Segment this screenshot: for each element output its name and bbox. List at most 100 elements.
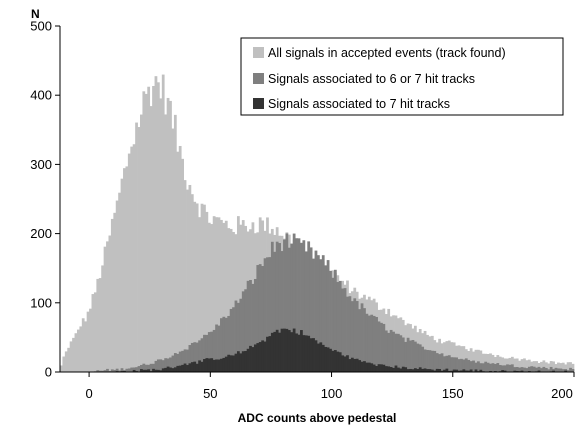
histogram-bar-series-1 (312, 258, 315, 372)
histogram-bar-series-2 (222, 357, 226, 372)
histogram-bar-series-0 (67, 347, 71, 372)
histogram-bar-series-1 (241, 291, 245, 372)
histogram-bar-series-2 (268, 336, 272, 372)
histogram-bar-series-1 (569, 367, 572, 372)
histogram-bar-series-1 (278, 243, 281, 372)
histogram-bar-series-2 (392, 367, 395, 372)
histogram-bar-series-0 (171, 128, 175, 372)
histogram-bar-series-0 (217, 217, 221, 372)
histogram-bar-series-1 (171, 355, 175, 372)
histogram-bar-series-1 (142, 363, 146, 372)
y-tick-label: 500 (30, 19, 52, 34)
histogram-bar-series-2 (426, 369, 429, 372)
histogram-bar-series-2 (220, 358, 223, 372)
histogram-bar-series-0 (176, 151, 180, 372)
histogram-bar-series-1 (164, 358, 168, 372)
histogram-bar-series-1 (103, 370, 107, 372)
histogram-bars (60, 74, 575, 373)
histogram-bar-series-0 (527, 359, 531, 372)
histogram-bar-series-0 (569, 362, 572, 372)
histogram-bar-series-1 (363, 308, 366, 372)
histogram-bar-series-1 (285, 233, 289, 372)
x-tick-label: 150 (442, 386, 464, 401)
histogram-bar-series-2 (210, 358, 214, 372)
histogram-bar-series-1 (472, 360, 475, 372)
histogram-bar-series-2 (176, 365, 180, 372)
histogram-bar-series-2 (353, 358, 357, 372)
histogram-bar-series-1 (101, 370, 104, 372)
histogram-bar-series-1 (433, 350, 437, 372)
histogram-bar-series-1 (263, 258, 267, 372)
histogram-bar-series-1 (406, 337, 410, 372)
histogram-bar-series-1 (159, 359, 163, 372)
histogram-bar-series-1 (561, 369, 565, 372)
histogram-bar-series-2 (384, 366, 388, 372)
histogram-bar-series-2 (447, 370, 451, 372)
histogram-bar-series-1 (537, 366, 541, 372)
histogram-bar-series-0 (132, 144, 136, 372)
histogram-bar-series-2 (173, 367, 177, 372)
histogram-bar-series-1 (234, 300, 238, 372)
histogram-bar-series-1 (535, 367, 538, 372)
histogram-bar-series-1 (125, 368, 129, 372)
histogram-bar-series-1 (397, 333, 400, 372)
histogram-bar-series-0 (123, 168, 126, 372)
histogram-bar-series-0 (62, 356, 66, 372)
histogram-bar-series-0 (498, 356, 502, 372)
histogram-bar-series-2 (445, 368, 449, 372)
histogram-bar-series-1 (416, 343, 420, 372)
histogram-bar-series-1 (290, 243, 294, 372)
histogram-bar-series-2 (154, 369, 158, 372)
histogram-bar-series-1 (326, 260, 330, 372)
histogram-bar-series-2 (418, 367, 422, 372)
histogram-bar-series-2 (183, 363, 187, 372)
histogram-bar-series-0 (198, 217, 201, 372)
histogram-bar-series-0 (188, 184, 192, 372)
histogram-bar-series-1 (178, 351, 182, 372)
histogram-bar-series-0 (215, 217, 218, 372)
histogram-bar-series-2 (464, 370, 468, 372)
histogram-bar-series-2 (190, 362, 194, 372)
histogram-bar-series-1 (491, 363, 495, 372)
histogram-bar-series-1 (130, 367, 134, 372)
histogram-bar-series-0 (557, 362, 560, 372)
histogram-bar-series-2 (256, 343, 260, 372)
histogram-bar-series-2 (389, 367, 393, 372)
histogram-bar-series-2 (455, 369, 458, 372)
histogram-bar-series-0 (193, 201, 197, 372)
axis-ticks: 0 100 200 300 400 500 0 50 100 150 200 (30, 19, 575, 401)
histogram-bar-series-1 (409, 340, 412, 372)
histogram-bar-series-1 (358, 309, 361, 372)
histogram-bar-series-0 (93, 292, 97, 372)
histogram-bar-series-0 (103, 246, 107, 372)
histogram-bar-series-1 (501, 365, 505, 372)
histogram-bar-series-1 (367, 315, 371, 372)
histogram-bar-series-2 (253, 344, 257, 372)
histogram-bar-series-1 (292, 233, 296, 372)
histogram-bar-series-2 (358, 360, 361, 372)
histogram-bar-series-2 (331, 350, 335, 372)
x-tick-label: 0 (85, 386, 92, 401)
histogram-bar-series-2 (411, 369, 415, 372)
histogram-bar-series-0 (72, 337, 75, 372)
histogram-bar-series-1 (549, 366, 553, 372)
histogram-bar-series-0 (515, 358, 519, 372)
histogram-bar-series-1 (520, 367, 524, 372)
histogram-bar-series-2 (181, 364, 184, 372)
histogram-bar-series-0 (178, 145, 182, 372)
histogram-bar-series-0 (81, 318, 85, 372)
histogram-bar-series-1 (350, 301, 354, 372)
histogram-bar-series-0 (518, 360, 522, 372)
histogram-bar-series-0 (195, 203, 199, 372)
histogram-bar-series-2 (370, 363, 374, 372)
histogram-bar-series-2 (317, 343, 320, 372)
histogram-bar-series-2 (375, 366, 378, 372)
histogram-bar-series-1 (154, 360, 158, 372)
histogram-bar-series-1 (246, 280, 250, 372)
histogram-bar-series-2 (329, 348, 332, 372)
histogram-bar-series-0 (64, 351, 68, 372)
histogram-bar-series-1 (268, 257, 272, 372)
histogram-bar-series-2 (394, 365, 398, 372)
legend-swatch-6-or-7-hit (253, 73, 264, 84)
histogram-bar-series-0 (540, 361, 543, 372)
